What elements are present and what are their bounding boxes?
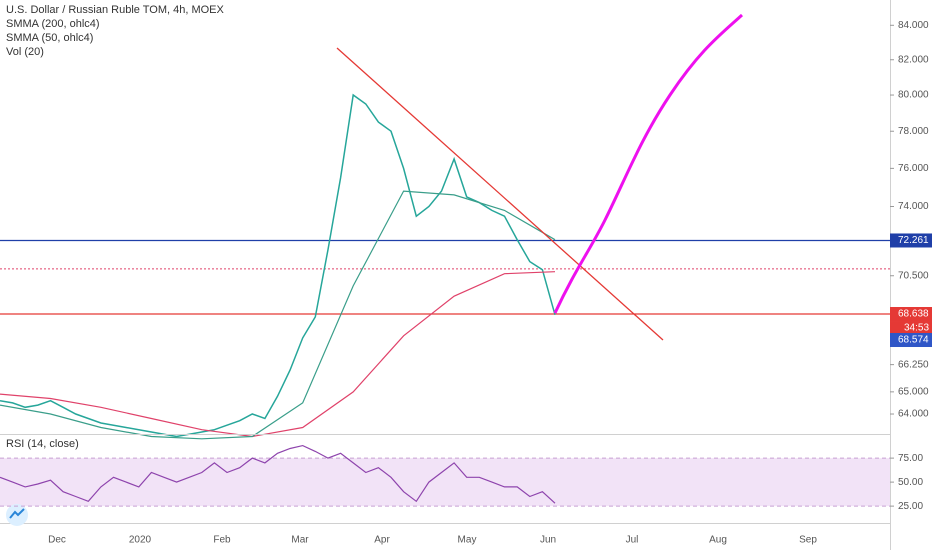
projection-line <box>553 13 744 314</box>
last-price-label: 68.574 <box>898 335 929 346</box>
legend-entry: SMMA (50, ohlc4) <box>6 32 93 44</box>
countdown-box <box>890 321 932 336</box>
y-tick-label: 76.000 <box>898 163 929 174</box>
y-tick-label: 65.000 <box>898 386 929 397</box>
last-price-box <box>890 333 932 348</box>
y-tick-label: 84.000 <box>898 20 929 31</box>
x-tick-label: Mar <box>291 535 309 546</box>
y-tick-label: 64.000 <box>898 409 929 420</box>
rsi-tick-label: 75.00 <box>898 453 923 464</box>
x-tick-label: May <box>458 535 477 546</box>
legend-title: U.S. Dollar / Russian Ruble TOM, 4h, MOE… <box>6 4 224 16</box>
smma-line <box>0 190 556 440</box>
countdown: 34:53 <box>904 323 929 334</box>
price-pane <box>0 93 890 440</box>
y-tick-label: 78.000 <box>898 126 929 137</box>
x-tick-label: Aug <box>709 535 727 546</box>
rsi-line <box>0 444 556 504</box>
y-tick-label: 80.000 <box>898 90 929 101</box>
price-label: 68.638 <box>898 309 929 320</box>
rsi-title: RSI (14, close) <box>6 438 79 450</box>
x-tick-label: Apr <box>374 535 390 546</box>
x-tick-label: Jun <box>540 535 556 546</box>
rsi-tick-label: 25.00 <box>898 501 923 512</box>
rsi-tick-label: 50.00 <box>898 477 923 488</box>
x-tick-label: 2020 <box>129 535 152 546</box>
x-tick-label: Jul <box>626 535 639 546</box>
y-tick-label: 70.500 <box>898 270 929 281</box>
price-line <box>0 93 556 438</box>
legend-entry: SMMA (200, ohlc4) <box>6 18 100 30</box>
price-label-box <box>890 307 932 322</box>
rsi-band <box>0 458 890 507</box>
x-tick-label: Dec <box>48 535 66 546</box>
legend-entry: Vol (20) <box>6 46 44 58</box>
y-tick-label: 74.000 <box>898 201 929 212</box>
y-tick-label: 66.250 <box>898 359 929 370</box>
x-tick-label: Sep <box>799 535 817 546</box>
y-tick-label: 82.000 <box>898 54 929 65</box>
smma-line <box>0 271 556 438</box>
price-label-box <box>890 233 932 248</box>
price-label: 72.261 <box>898 235 929 246</box>
x-tick-label: Feb <box>213 535 231 546</box>
trend-line <box>336 47 664 341</box>
logo <box>6 504 28 526</box>
